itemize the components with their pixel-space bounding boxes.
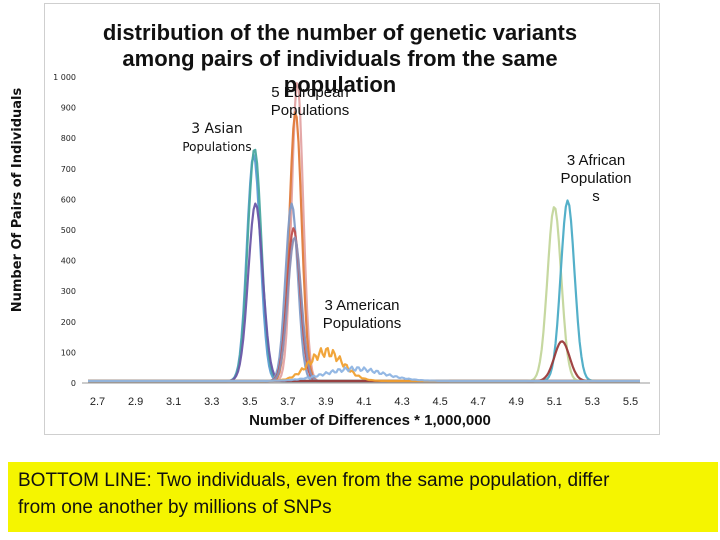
x-tick-label: 5.1 (547, 396, 562, 408)
annotation-asian: 3 Asian Populations (172, 120, 262, 156)
x-tick-label: 4.9 (509, 396, 524, 408)
y-tick-label: 500 (61, 226, 76, 235)
annotation-african: 3 African Population s (548, 152, 644, 206)
y-tick-label: 0 (71, 379, 76, 388)
annotation-european-line2: Populations (270, 102, 350, 119)
x-tick-label: 4.7 (471, 396, 486, 408)
y-tick-label: 1 000 (53, 73, 76, 82)
y-tick-label: 700 (61, 165, 76, 174)
annotation-american-line2: Populations (322, 315, 402, 332)
y-tick-label: 100 (61, 348, 76, 357)
chart-title: distribution of the number of genetic va… (102, 20, 578, 97)
y-tick-label: 600 (61, 195, 76, 204)
x-tick-label: 3.9 (318, 396, 333, 408)
chart: 0 100 200 300 400 500 600 700 800 900 1 000 2.7 2.9 3… (53, 73, 650, 408)
y-tick-label: 900 (61, 104, 76, 113)
y-axis-label: Number Of Pairs of Individuals (10, 87, 25, 313)
y-tick-label: 200 (61, 318, 76, 327)
annotation-european: 5 European Populations (250, 84, 370, 120)
bottom-line-box: BOTTOM LINE: Two individuals, even from … (8, 462, 718, 532)
x-tick-label: 3.5 (242, 396, 257, 408)
x-tick-label: 3.7 (280, 396, 295, 408)
annotation-european-line1: 5 European (271, 84, 349, 101)
x-tick-label: 5.3 (585, 396, 600, 408)
annotation-american: 3 American Populations (306, 297, 418, 333)
x-tick-label: 2.7 (90, 396, 105, 408)
annotation-african-line2: Population (560, 170, 632, 187)
annotation-african-line3: s (592, 188, 600, 205)
y-tick-label: 300 (61, 287, 76, 296)
bottom-line-text-1: BOTTOM LINE: Two individuals, even from … (18, 470, 610, 491)
x-tick-label: 4.3 (394, 396, 409, 408)
x-tick-label: 5.5 (623, 396, 638, 408)
x-tick-label: 3.1 (166, 396, 181, 408)
x-tick-label: 3.3 (204, 396, 219, 408)
x-tick-label: 2.9 (128, 396, 143, 408)
series-line-american (88, 347, 640, 383)
x-tick-label: 4.5 (432, 396, 447, 408)
x-tick-label: 4.1 (356, 396, 371, 408)
annotation-american-line1: 3 American (324, 297, 400, 314)
series-line-african (88, 340, 640, 383)
x-axis-label: Number of Differences * 1,000,000 (249, 412, 491, 429)
series-line-american (88, 365, 640, 383)
chart-frame (44, 3, 660, 435)
y-tick-label: 400 (61, 257, 76, 266)
bottom-line-text-2: from one another by millions of SNPs (18, 497, 332, 518)
annotation-asian-line2: Populations (182, 140, 252, 154)
annotation-asian-line1: 3 Asian (191, 121, 243, 137)
y-tick-label: 800 (61, 134, 76, 143)
series-line-african (88, 206, 640, 383)
annotation-african-line1: 3 African (566, 152, 626, 169)
